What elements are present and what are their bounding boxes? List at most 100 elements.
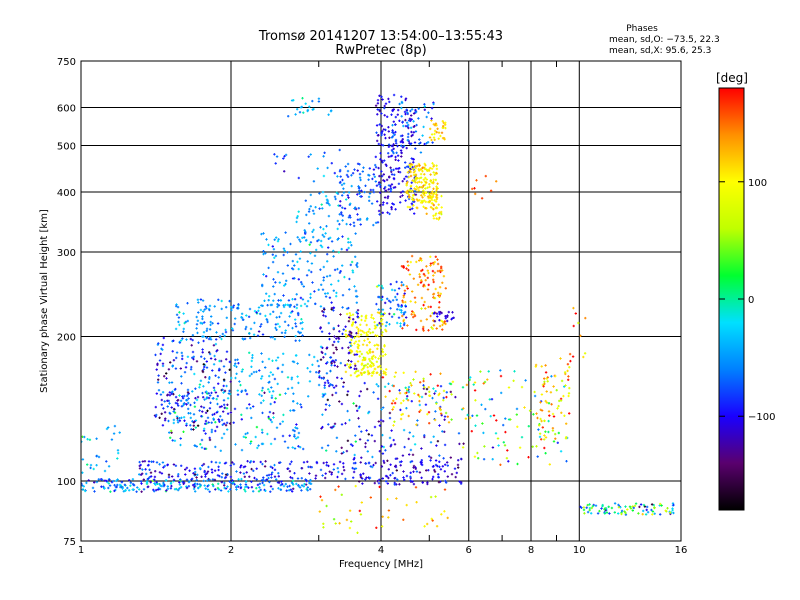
echo-point bbox=[206, 360, 208, 363]
echo-point bbox=[372, 331, 374, 334]
echo-point bbox=[400, 305, 402, 308]
echo-point bbox=[411, 202, 413, 205]
echo-point bbox=[274, 377, 276, 381]
echo-point bbox=[410, 187, 412, 190]
echo-point bbox=[249, 336, 251, 340]
echo-point bbox=[340, 211, 342, 214]
echo-point bbox=[388, 155, 390, 158]
echo-point bbox=[380, 320, 382, 323]
echo-point bbox=[391, 154, 393, 157]
echo-point bbox=[268, 415, 270, 419]
echo-point bbox=[400, 322, 401, 325]
echo-point bbox=[354, 207, 355, 210]
echo-point bbox=[172, 393, 174, 396]
echo-point bbox=[277, 472, 279, 475]
echo-point bbox=[387, 195, 389, 198]
echo-point bbox=[356, 326, 358, 329]
echo-point bbox=[339, 200, 341, 203]
echo-point bbox=[259, 325, 261, 328]
echo-point bbox=[270, 418, 272, 422]
echo-point bbox=[226, 403, 228, 406]
echo-point bbox=[306, 274, 308, 277]
echo-point bbox=[401, 100, 403, 104]
echo-point bbox=[279, 422, 281, 426]
echo-point bbox=[351, 184, 353, 188]
echo-point bbox=[249, 374, 251, 378]
echo-point bbox=[96, 480, 98, 484]
echo-point bbox=[299, 446, 301, 449]
echo-point bbox=[324, 392, 326, 396]
echo-point bbox=[350, 330, 351, 334]
echo-point bbox=[398, 182, 400, 185]
echo-point bbox=[194, 401, 195, 404]
echo-point bbox=[251, 359, 253, 363]
echo-point bbox=[321, 351, 323, 354]
echo-point bbox=[388, 299, 390, 302]
echo-point bbox=[443, 321, 445, 325]
echo-point bbox=[391, 113, 392, 116]
echo-point bbox=[186, 394, 188, 398]
echo-point bbox=[276, 328, 278, 331]
echo-point bbox=[196, 473, 198, 476]
echo-point bbox=[224, 406, 226, 410]
echo-point bbox=[434, 138, 436, 141]
echo-point bbox=[382, 179, 384, 182]
echo-point bbox=[433, 187, 434, 190]
echo-point bbox=[182, 397, 184, 400]
echo-point bbox=[279, 281, 281, 284]
echo-point bbox=[402, 180, 404, 183]
echo-point bbox=[396, 308, 398, 311]
echo-point bbox=[177, 399, 178, 402]
echo-point bbox=[252, 469, 254, 472]
echo-point bbox=[440, 267, 442, 270]
echo-point bbox=[412, 161, 414, 164]
echo-point bbox=[423, 303, 425, 307]
echo-point bbox=[375, 334, 377, 337]
echo-point bbox=[201, 446, 203, 449]
echo-point bbox=[272, 245, 274, 248]
echo-point bbox=[384, 185, 386, 189]
echo-point bbox=[346, 307, 348, 310]
echo-point bbox=[326, 253, 328, 256]
data-points bbox=[81, 93, 675, 534]
echo-point bbox=[336, 191, 338, 194]
echo-point bbox=[406, 121, 408, 124]
echo-point bbox=[367, 352, 369, 355]
echo-point bbox=[310, 292, 312, 296]
echo-point bbox=[420, 186, 422, 189]
echo-point bbox=[415, 165, 417, 168]
echo-point bbox=[212, 413, 214, 416]
echo-point bbox=[331, 240, 333, 243]
echo-point bbox=[233, 421, 235, 424]
echo-point bbox=[270, 386, 272, 389]
echo-point bbox=[297, 477, 299, 480]
echo-point bbox=[219, 335, 221, 338]
echo-point bbox=[376, 285, 378, 288]
echo-point bbox=[351, 260, 353, 264]
echo-point bbox=[436, 217, 438, 220]
echo-point bbox=[291, 460, 292, 463]
echo-point bbox=[292, 400, 294, 403]
echo-point bbox=[102, 485, 104, 488]
echo-point bbox=[171, 381, 173, 384]
echo-point bbox=[167, 405, 169, 408]
echo-point bbox=[422, 196, 424, 199]
echo-point bbox=[357, 350, 359, 354]
echo-point bbox=[419, 273, 420, 276]
echo-point bbox=[411, 108, 413, 111]
echo-point bbox=[282, 434, 284, 438]
echo-point bbox=[262, 442, 264, 446]
echo-point bbox=[354, 285, 355, 288]
echo-point bbox=[265, 479, 266, 482]
echo-point bbox=[188, 485, 190, 488]
echo-point bbox=[218, 367, 220, 371]
echo-point bbox=[383, 106, 385, 110]
echo-point bbox=[291, 267, 293, 270]
echo-point bbox=[198, 386, 200, 389]
echo-point bbox=[414, 125, 415, 128]
echo-point bbox=[414, 147, 416, 150]
echo-point bbox=[357, 218, 359, 221]
echo-point bbox=[404, 118, 406, 122]
echo-point bbox=[424, 307, 426, 310]
echo-point bbox=[237, 362, 239, 365]
